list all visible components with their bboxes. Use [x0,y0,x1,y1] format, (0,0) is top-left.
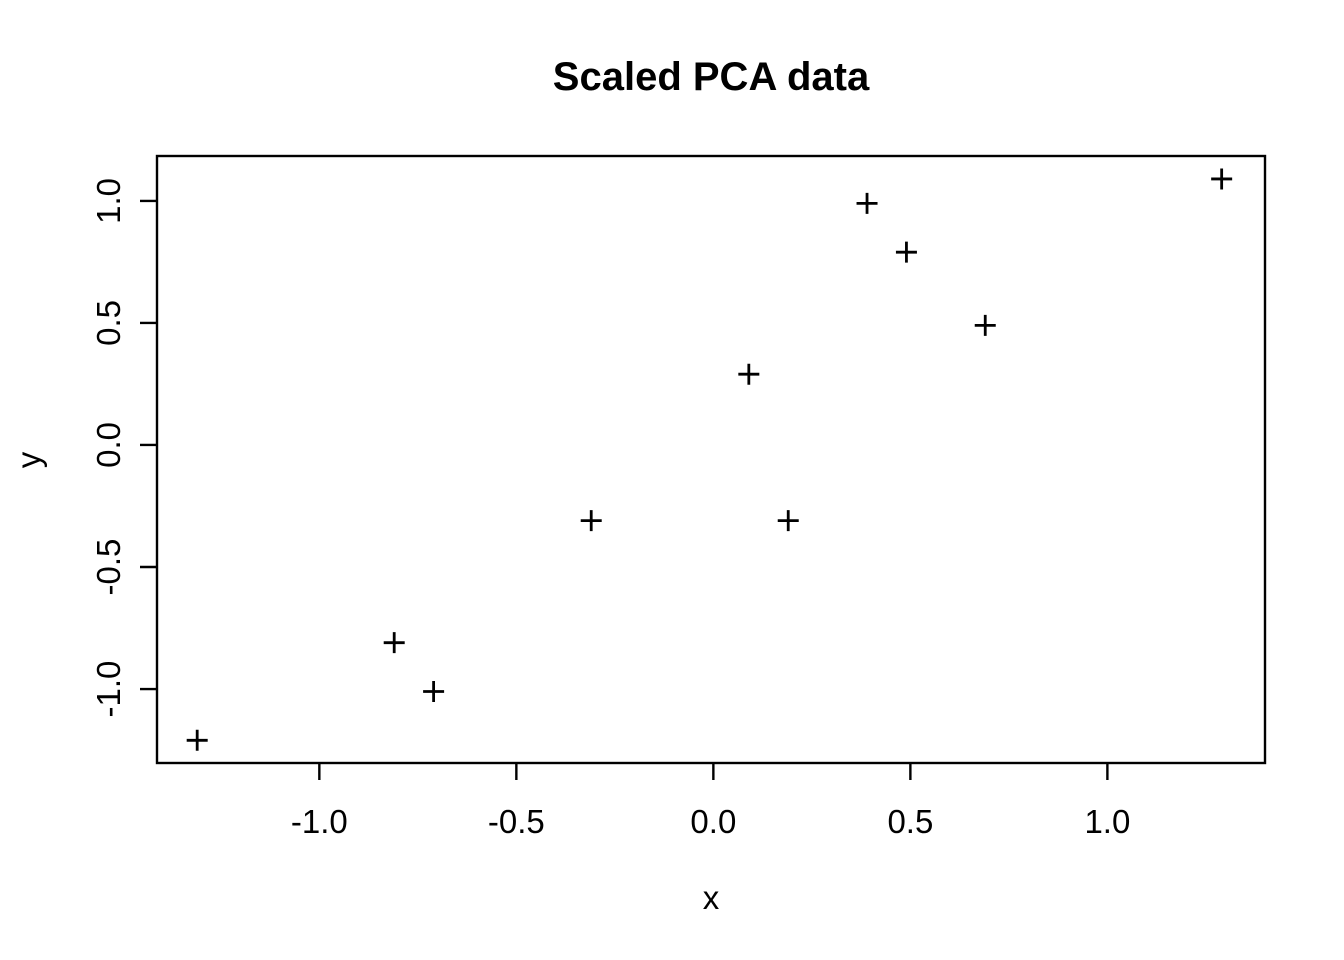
data-point-marker [186,729,208,751]
y-tick-label: 1.0 [90,178,127,224]
y-tick-label: -0.5 [90,539,127,596]
x-tick-label: 0.5 [887,803,933,840]
y-tick-label: 0.5 [90,300,127,346]
y-axis-ticks: -1.0 -0.5 0.0 0.5 1.0 [90,178,157,718]
chart-title: Scaled PCA data [553,55,870,99]
x-tick-label: -0.5 [488,803,545,840]
y-tick-label: 0.0 [90,422,127,468]
y-axis-label: y [10,451,47,468]
x-tick-label: 1.0 [1084,803,1130,840]
plot-box [155,154,1267,765]
data-point-marker [383,632,405,654]
data-point-marker [738,363,760,385]
data-points [186,168,1233,751]
data-point-marker [974,314,996,336]
data-point-marker [777,510,799,532]
x-tick-label: 0.0 [690,803,736,840]
x-axis-ticks: -1.0 -0.5 0.0 0.5 1.0 [291,763,1130,840]
data-point-marker [856,192,878,214]
data-point-marker [423,680,445,702]
data-point-marker [580,510,602,532]
x-tick-label: -1.0 [291,803,348,840]
y-tick-label: -1.0 [90,661,127,718]
data-point-marker [1211,168,1233,190]
x-axis-label: x [703,879,720,916]
data-point-marker [895,241,917,263]
